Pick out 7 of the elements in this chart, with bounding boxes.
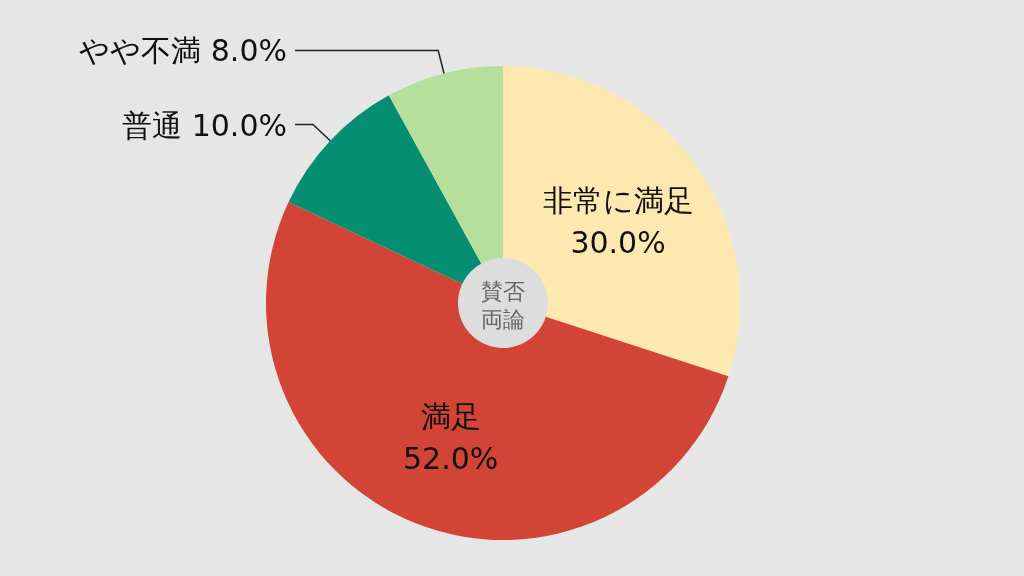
slice-label: 満足 [420, 399, 481, 435]
slice-label: やや不満 8.0% [79, 33, 287, 69]
data-label: 52.0% [403, 441, 499, 477]
data-label: 30.0% [570, 225, 666, 261]
slice-label: 非常に満足 [542, 183, 694, 219]
text: 賛否両論 [481, 279, 525, 332]
slice-label: 普通 10.0% [122, 107, 287, 143]
